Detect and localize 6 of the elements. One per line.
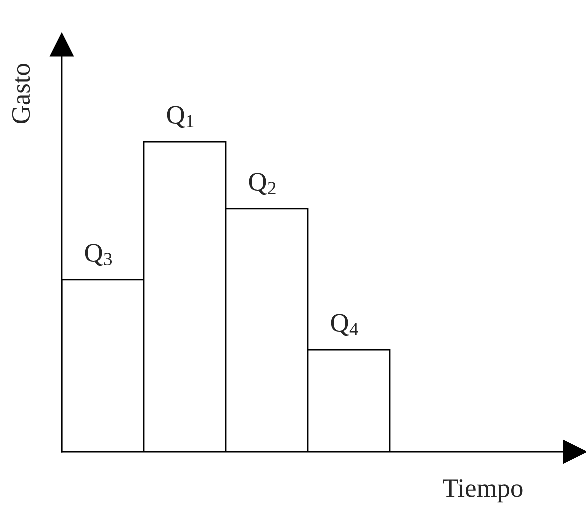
x-tick-label: Q$_{2}$ (249, 173, 276, 196)
x-axis-title: Tiempo (443, 480, 523, 503)
x-tick-label: Q$_{4}$ (331, 314, 358, 336)
x-tick-label: Q$_{3}$ (85, 244, 112, 266)
y-axis-title: Gasto (12, 64, 30, 124)
x-tick-label: Q$_{1}$ (167, 106, 194, 128)
